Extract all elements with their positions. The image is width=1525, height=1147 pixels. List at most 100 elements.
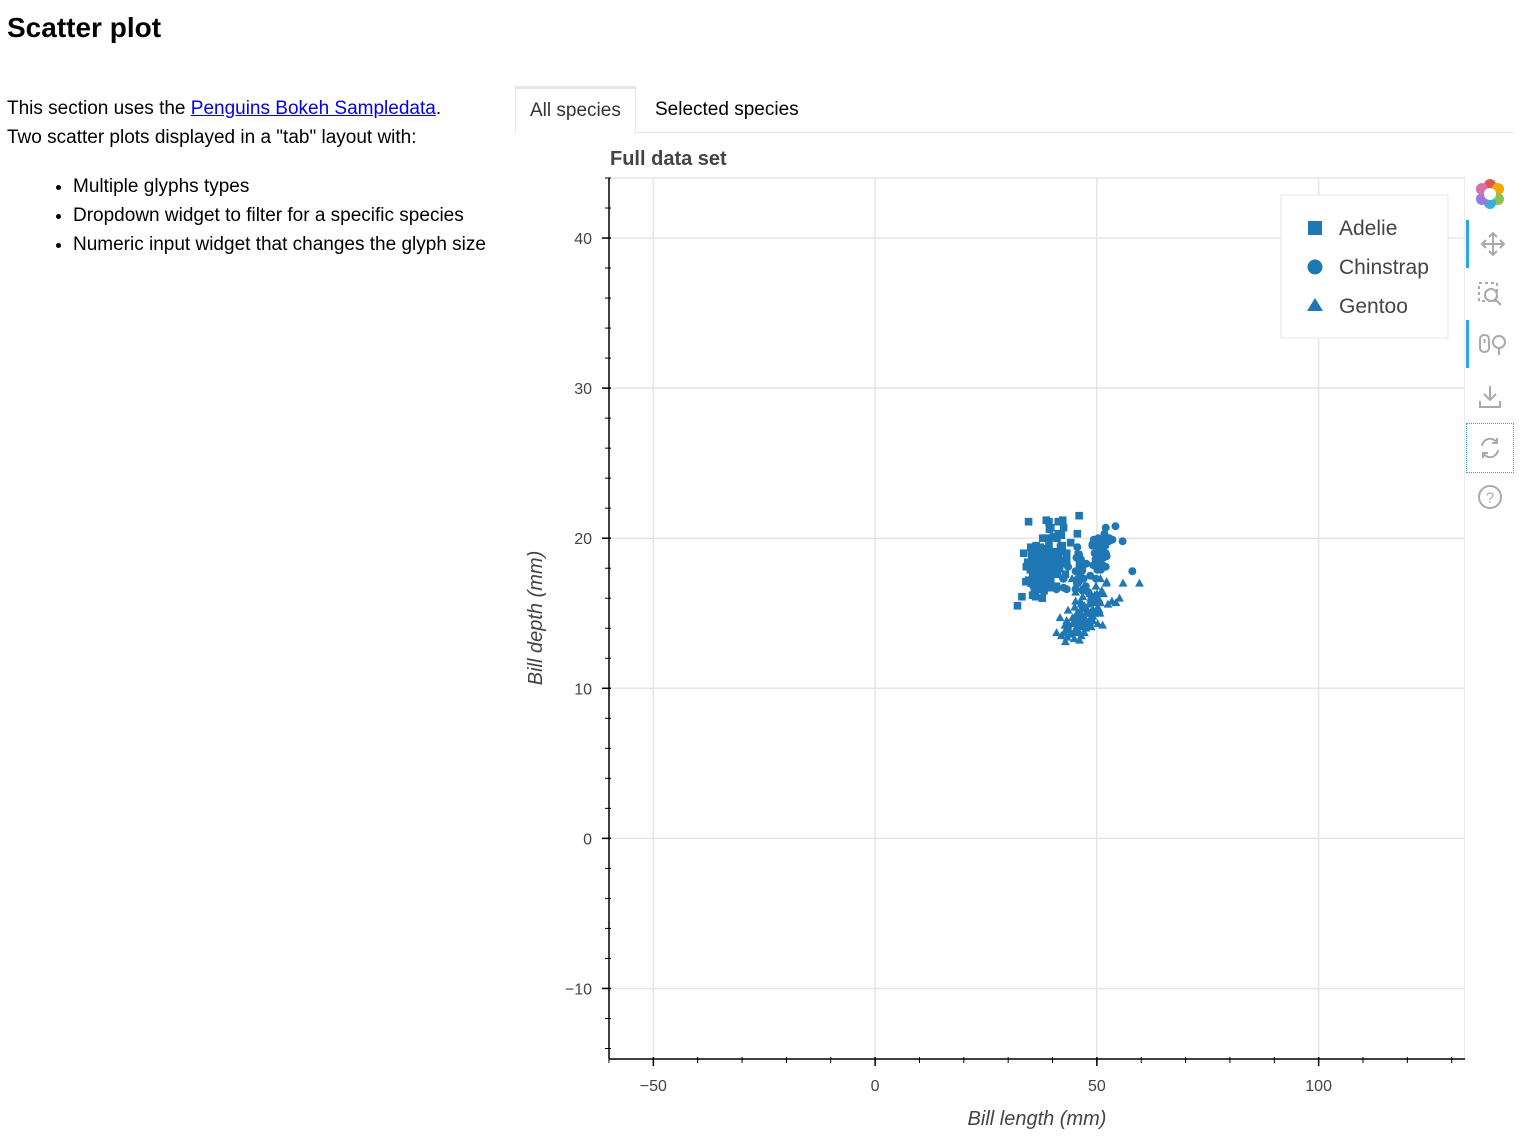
data-point-adelie [1054, 517, 1063, 526]
data-point-chinstrap [1064, 562, 1073, 571]
data-point-adelie [1049, 532, 1058, 541]
data-point-gentoo [1092, 592, 1101, 601]
data-point-chinstrap [1111, 522, 1120, 531]
data-point-adelie [1032, 541, 1040, 550]
data-point-gentoo [1135, 578, 1144, 587]
data-point-gentoo [1094, 598, 1104, 607]
legend-square-marker [1308, 221, 1322, 235]
x-tick-label: 100 [1305, 1078, 1332, 1095]
data-point-adelie [1047, 550, 1055, 559]
data-point-adelie [1053, 562, 1062, 571]
feature-list-item: Dropdown widget to filter for a specific… [73, 201, 512, 230]
data-point-adelie [1031, 574, 1040, 583]
legend: Adelie Chinstrap Gentoo [1280, 194, 1449, 339]
penguins-sampledata-link[interactable]: Penguins Bokeh Sampledata [190, 98, 436, 119]
x-tick-label: 50 [1088, 1078, 1106, 1095]
reset-icon[interactable] [1466, 423, 1514, 473]
data-point-gentoo [1080, 601, 1089, 610]
data-point-chinstrap [1101, 523, 1110, 532]
tab-all-species[interactable]: All species [515, 86, 636, 133]
data-point-gentoo [1094, 605, 1104, 614]
data-point-gentoo [1063, 617, 1073, 626]
data-point-adelie [1046, 583, 1055, 592]
data-point-gentoo [1098, 620, 1108, 629]
data-point-chinstrap [1059, 574, 1068, 583]
data-point-gentoo [1118, 578, 1128, 587]
data-point-gentoo [1115, 593, 1124, 602]
data-point-adelie [1046, 562, 1055, 571]
data-point-chinstrap [1118, 537, 1127, 546]
data-point-adelie [1052, 550, 1060, 559]
page-title: Scatter plot [7, 12, 162, 43]
legend-label-gentoo: Gentoo [1339, 295, 1408, 318]
box-zoom-icon[interactable] [1466, 270, 1514, 318]
y-tick-label: 20 [574, 531, 592, 548]
data-point-adelie [1036, 543, 1044, 552]
data-point-adelie [1047, 568, 1055, 577]
data-point-chinstrap [1128, 567, 1137, 576]
y-axis-label: Bill depth (mm) [525, 551, 547, 685]
data-point-chinstrap [1082, 559, 1091, 568]
data-point-gentoo [1069, 626, 1079, 635]
intro-prefix: This section uses the [7, 98, 191, 119]
data-point-adelie [1046, 523, 1055, 532]
data-point-adelie [1060, 559, 1069, 568]
data-point-gentoo [1069, 634, 1079, 643]
data-point-gentoo [1060, 628, 1069, 637]
data-point-gentoo [1055, 613, 1065, 622]
data-point-chinstrap [1093, 553, 1102, 562]
legend-triangle-marker [1307, 298, 1323, 311]
data-point-gentoo [1078, 592, 1088, 601]
data-point-adelie [1075, 511, 1083, 520]
data-point-gentoo [1071, 596, 1080, 605]
data-point-adelie [1026, 543, 1035, 552]
data-point-chinstrap [1102, 552, 1111, 561]
data-point-adelie [1058, 541, 1067, 550]
data-point-gentoo [1091, 581, 1101, 590]
data-point-adelie [1027, 579, 1036, 588]
data-point-adelie [1061, 570, 1070, 579]
pan-icon[interactable] [1466, 220, 1517, 268]
data-point-gentoo [1060, 637, 1070, 646]
help-icon[interactable]: ? [1466, 473, 1514, 521]
data-point-adelie [1066, 538, 1075, 547]
data-point-adelie [1013, 601, 1022, 610]
data-point-adelie [1023, 558, 1032, 567]
x-axis-label: Bill length (mm) [968, 1108, 1107, 1130]
legend-label-chinstrap: Chinstrap [1339, 256, 1429, 279]
feature-list: Multiple glyphs types Dropdown widget to… [7, 172, 512, 259]
data-point-chinstrap [1059, 583, 1068, 592]
data-point-adelie [1019, 549, 1028, 558]
data-point-chinstrap [1089, 535, 1098, 544]
data-point-gentoo [1085, 617, 1095, 626]
tab-selected-species[interactable]: Selected species [655, 99, 799, 120]
data-point-gentoo [1070, 602, 1080, 611]
data-point-gentoo [1080, 628, 1089, 637]
scatter-plot-canvas[interactable]: −50 0 50 100 −10 0 10 20 30 40 Full data set Bill… [515, 140, 1466, 1140]
data-point-adelie [1026, 565, 1035, 574]
data-point-adelie [1046, 576, 1055, 585]
tab-bar: All species Selected species [515, 86, 1515, 133]
data-point-adelie [1040, 534, 1049, 543]
data-point-adelie [1054, 529, 1063, 538]
data-point-adelie [1039, 555, 1048, 564]
y-tick-label: −10 [565, 981, 592, 998]
data-point-gentoo [1062, 623, 1072, 632]
data-point-adelie [1036, 567, 1045, 576]
legend-label-adelie: Adelie [1339, 217, 1397, 240]
data-point-gentoo [1071, 611, 1080, 620]
data-point-adelie [1038, 594, 1047, 603]
legend-circle-marker [1307, 259, 1323, 275]
data-point-adelie [1040, 586, 1048, 595]
data-point-gentoo [1063, 605, 1073, 614]
save-icon[interactable] [1466, 373, 1514, 421]
wheel-zoom-icon[interactable] [1466, 320, 1517, 368]
intro-suffix: . [435, 98, 442, 119]
intro-paragraph: This section uses the Penguins Bokeh Sam… [7, 94, 512, 152]
intro-line-2: Two scatter plots displayed in a "tab" l… [7, 127, 417, 148]
data-points [1013, 511, 1144, 646]
scatter-plot[interactable]: −50 0 50 100 −10 0 10 20 30 40 Full data set Bill… [515, 140, 1525, 1140]
data-point-gentoo [1087, 590, 1096, 599]
bokeh-logo-icon[interactable] [1466, 170, 1514, 218]
data-point-gentoo [1099, 589, 1108, 598]
